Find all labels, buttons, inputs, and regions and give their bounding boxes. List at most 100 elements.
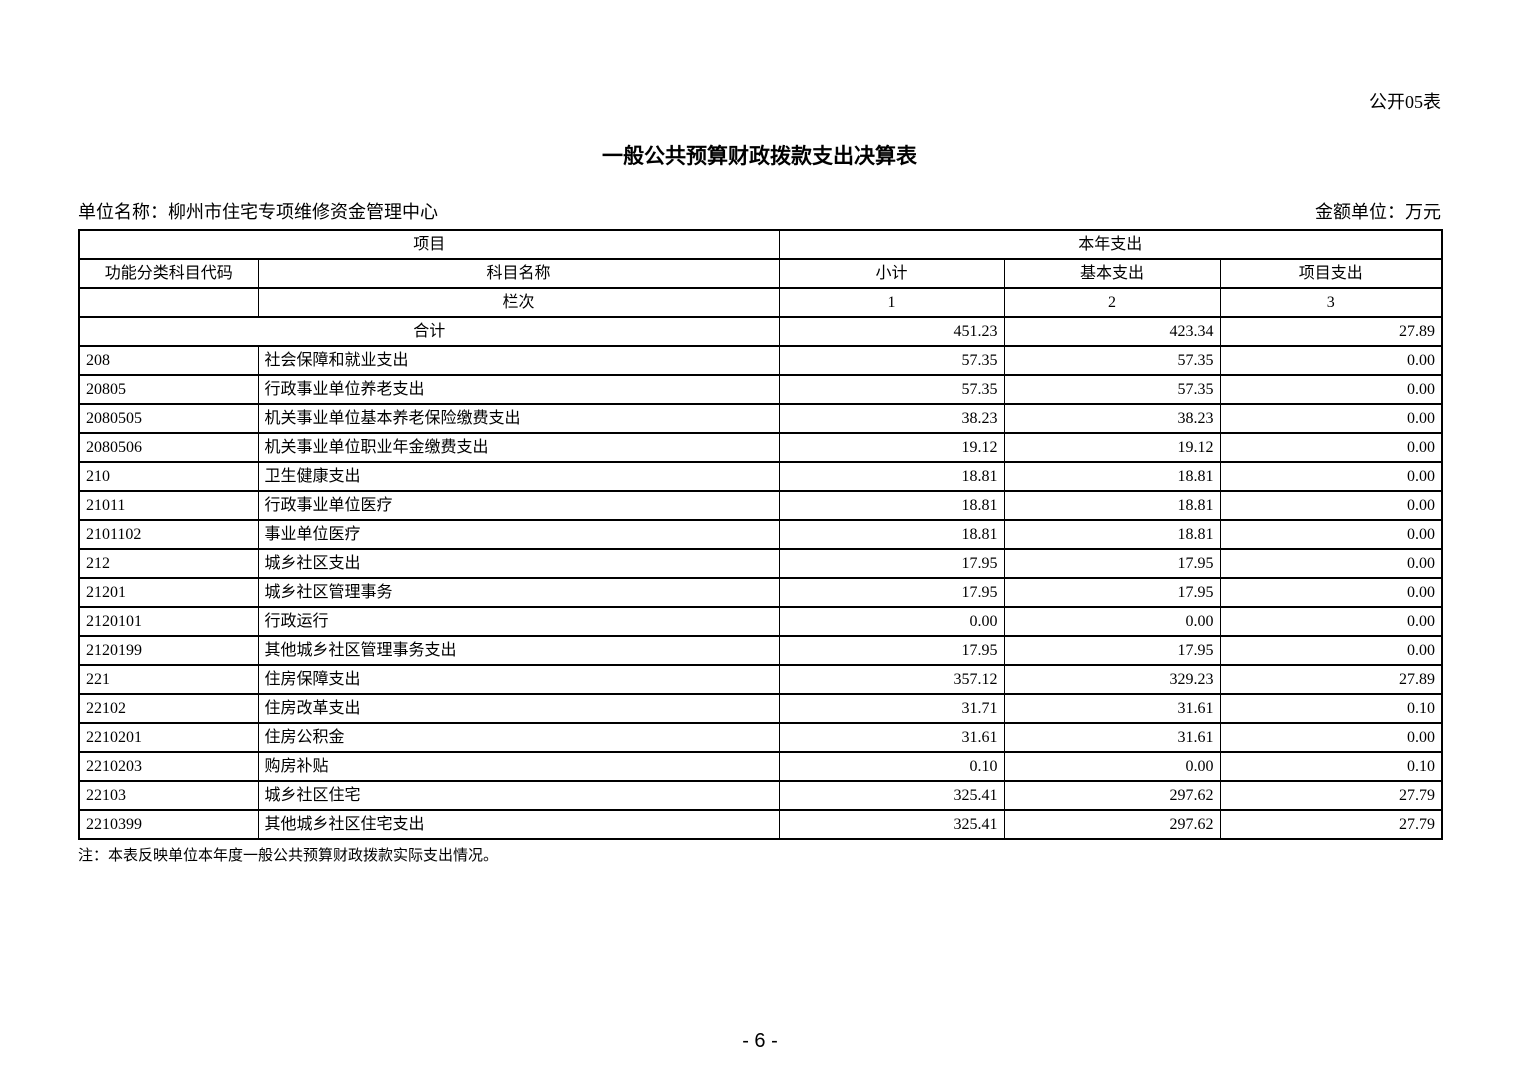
- row-code: 210: [78, 461, 259, 492]
- row-project: 0.00: [1219, 403, 1443, 434]
- row-code: 21011: [78, 490, 259, 521]
- row-code: 2101102: [78, 519, 259, 550]
- table-row: 208 社会保障和就业支出 57.35 57.35 0.00: [78, 345, 1443, 376]
- row-project: 0.10: [1219, 751, 1443, 782]
- row-name: 卫生健康支出: [257, 461, 780, 492]
- form-number-label: 公开05表: [1369, 92, 1441, 112]
- row-name: 城乡社区管理事务: [257, 577, 780, 608]
- row-name: 住房公积金: [257, 722, 780, 753]
- total-subtotal: 451.23: [778, 316, 1005, 347]
- row-subtotal: 18.81: [778, 461, 1005, 492]
- total-row: 合计 451.23 423.34 27.89: [78, 316, 1443, 347]
- row-name: 城乡社区支出: [257, 548, 780, 579]
- row-subtotal: 38.23: [778, 403, 1005, 434]
- row-subtotal: 0.10: [778, 751, 1005, 782]
- row-project: 0.00: [1219, 548, 1443, 579]
- row-code: 208: [78, 345, 259, 376]
- row-basic: 19.12: [1003, 432, 1221, 463]
- row-project: 0.00: [1219, 374, 1443, 405]
- row-name: 行政事业单位养老支出: [257, 374, 780, 405]
- row-name: 其他城乡社区住宅支出: [257, 809, 780, 840]
- header-group-item: 项目: [78, 229, 780, 260]
- table-row: 2080505 机关事业单位基本养老保险缴费支出 38.23 38.23 0.0…: [78, 403, 1443, 434]
- row-subtotal: 17.95: [778, 635, 1005, 666]
- row-project: 0.00: [1219, 432, 1443, 463]
- header-group-current-year: 本年支出: [778, 229, 1443, 260]
- row-code: 221: [78, 664, 259, 695]
- row-subtotal: 18.81: [778, 519, 1005, 550]
- header-columns-row: 功能分类科目代码 科目名称 小计 基本支出 项目支出: [78, 258, 1443, 289]
- row-code: 2210201: [78, 722, 259, 753]
- unit-name-label: 单位名称：柳州市住宅专项维修资金管理中心: [78, 202, 438, 222]
- row-project: 0.00: [1219, 606, 1443, 637]
- row-code: 2210399: [78, 809, 259, 840]
- row-project: 0.00: [1219, 519, 1443, 550]
- row-project: 0.00: [1219, 461, 1443, 492]
- total-basic: 423.34: [1003, 316, 1221, 347]
- header-col-name: 科目名称: [257, 258, 780, 289]
- table-row: 212 城乡社区支出 17.95 17.95 0.00: [78, 548, 1443, 579]
- row-name: 城乡社区住宅: [257, 780, 780, 811]
- table-row: 210 卫生健康支出 18.81 18.81 0.00: [78, 461, 1443, 492]
- row-code: 22103: [78, 780, 259, 811]
- row-basic: 18.81: [1003, 519, 1221, 550]
- row-code: 2120101: [78, 606, 259, 637]
- row-subtotal: 17.95: [778, 548, 1005, 579]
- row-code: 212: [78, 548, 259, 579]
- row-basic: 57.35: [1003, 345, 1221, 376]
- lane-3-cell: 3: [1219, 287, 1443, 318]
- lane-2-cell: 2: [1003, 287, 1221, 318]
- row-name: 机关事业单位基本养老保险缴费支出: [257, 403, 780, 434]
- row-project: 0.00: [1219, 577, 1443, 608]
- row-name: 行政运行: [257, 606, 780, 637]
- row-subtotal: 57.35: [778, 345, 1005, 376]
- row-project: 27.79: [1219, 809, 1443, 840]
- lane-1-cell: 1: [778, 287, 1005, 318]
- table-row: 21011 行政事业单位医疗 18.81 18.81 0.00: [78, 490, 1443, 521]
- row-subtotal: 19.12: [778, 432, 1005, 463]
- row-basic: 57.35: [1003, 374, 1221, 405]
- lane-label-cell: 栏次: [257, 287, 780, 318]
- row-project: 0.10: [1219, 693, 1443, 724]
- amount-unit-label: 金额单位：万元: [1315, 202, 1441, 222]
- row-name: 机关事业单位职业年金缴费支出: [257, 432, 780, 463]
- row-basic: 18.81: [1003, 490, 1221, 521]
- row-project: 0.00: [1219, 490, 1443, 521]
- header-group-row: 项目 本年支出: [78, 229, 1443, 260]
- table-row: 2120199 其他城乡社区管理事务支出 17.95 17.95 0.00: [78, 635, 1443, 666]
- row-subtotal: 0.00: [778, 606, 1005, 637]
- table-row: 2210203 购房补贴 0.10 0.00 0.10: [78, 751, 1443, 782]
- row-subtotal: 357.12: [778, 664, 1005, 695]
- row-basic: 297.62: [1003, 780, 1221, 811]
- row-subtotal: 31.71: [778, 693, 1005, 724]
- row-basic: 17.95: [1003, 635, 1221, 666]
- row-project: 0.00: [1219, 722, 1443, 753]
- row-code: 20805: [78, 374, 259, 405]
- row-project: 27.79: [1219, 780, 1443, 811]
- row-name: 社会保障和就业支出: [257, 345, 780, 376]
- table-row: 2210399 其他城乡社区住宅支出 325.41 297.62 27.79: [78, 809, 1443, 840]
- row-code: 22102: [78, 693, 259, 724]
- row-code: 2120199: [78, 635, 259, 666]
- row-name: 行政事业单位医疗: [257, 490, 780, 521]
- row-basic: 38.23: [1003, 403, 1221, 434]
- row-basic: 329.23: [1003, 664, 1221, 695]
- table-row: 22103 城乡社区住宅 325.41 297.62 27.79: [78, 780, 1443, 811]
- budget-table: 项目 本年支出 功能分类科目代码 科目名称 小计 基本支出 项目支出 栏次 1 …: [78, 229, 1444, 840]
- header-col-project: 项目支出: [1219, 258, 1443, 289]
- row-name: 住房改革支出: [257, 693, 780, 724]
- row-basic: 31.61: [1003, 693, 1221, 724]
- table-row: 2210201 住房公积金 31.61 31.61 0.00: [78, 722, 1443, 753]
- header-col-subtotal: 小计: [778, 258, 1005, 289]
- row-code: 21201: [78, 577, 259, 608]
- page-number: - 6 -: [742, 1030, 778, 1052]
- table-row: 21201 城乡社区管理事务 17.95 17.95 0.00: [78, 577, 1443, 608]
- lane-empty-cell: [78, 287, 259, 318]
- lane-number-row: 栏次 1 2 3: [78, 287, 1443, 318]
- table-row: 22102 住房改革支出 31.71 31.61 0.10: [78, 693, 1443, 724]
- table-row: 20805 行政事业单位养老支出 57.35 57.35 0.00: [78, 374, 1443, 405]
- row-project: 0.00: [1219, 635, 1443, 666]
- row-basic: 0.00: [1003, 751, 1221, 782]
- header-col-basic: 基本支出: [1003, 258, 1221, 289]
- row-name: 事业单位医疗: [257, 519, 780, 550]
